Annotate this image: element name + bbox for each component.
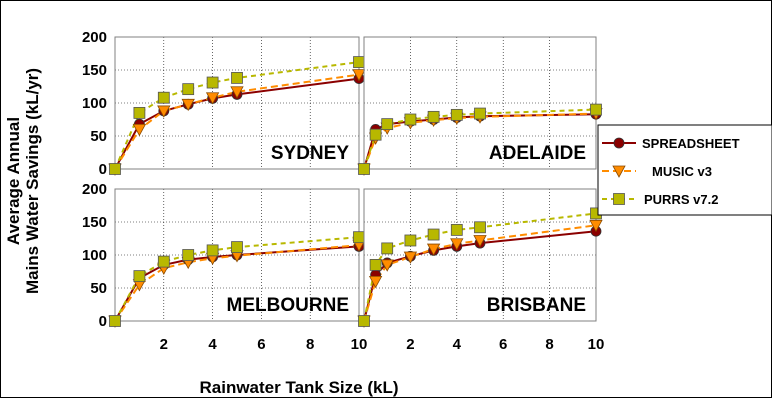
data-point-music-v3 <box>230 86 244 99</box>
panel-brisbane: 2 4 6 8 10 BRISBANE <box>357 188 605 353</box>
y-tick-label: 50 <box>90 128 107 145</box>
x-tick-label: 8 <box>545 336 553 353</box>
y-tick-label: 150 <box>82 214 107 231</box>
data-point-music-v3 <box>380 259 394 272</box>
data-point-music-v3 <box>426 243 441 256</box>
data-point-purrs-v7-2 <box>231 72 243 84</box>
plot-area <box>115 37 359 169</box>
data-point-purrs-v7-2 <box>182 83 195 96</box>
y-tick-label: 200 <box>82 29 107 46</box>
data-point-purrs-v7-2 <box>231 241 243 253</box>
plot-area <box>364 189 596 321</box>
legend: SPREADSHEET MUSIC v3 PURRS v7.2 <box>597 124 772 216</box>
panel-adelaide: ADELAIDE <box>357 36 603 176</box>
data-point-purrs-v7-2 <box>182 249 195 261</box>
data-point-purrs-v7-2 <box>369 258 382 271</box>
y-tick-label: 100 <box>82 247 107 264</box>
data-point-purrs-v7-2 <box>133 107 146 119</box>
panel-sydney: 0 50 100 150 200 SYDNEY <box>82 29 366 178</box>
legend-label-spreadsheet: SPREADSHEET <box>642 136 740 151</box>
data-point-purrs-v7-2 <box>109 315 121 327</box>
data-point-purrs-v7-2 <box>381 118 394 131</box>
data-point-purrs-v7-2 <box>450 224 463 236</box>
data-point-purrs-v7-2 <box>369 128 382 141</box>
panel-title: MELBOURNE <box>227 295 349 316</box>
x-axis-title: Rainwater Tank Size (kL) <box>199 378 398 397</box>
legend-marker-purrs-v7-2 <box>613 193 625 205</box>
x-tick-label: 10 <box>351 336 368 353</box>
x-tick-label: 4 <box>208 336 217 353</box>
x-tick-label: 6 <box>257 336 265 353</box>
data-point-music-v3 <box>181 98 195 112</box>
data-point-purrs-v7-2 <box>358 163 370 175</box>
data-point-purrs-v7-2 <box>590 103 602 116</box>
data-point-purrs-v7-2 <box>109 163 121 175</box>
y-tick-label: 50 <box>90 280 107 297</box>
data-point-music-v3 <box>132 124 147 137</box>
x-tick-label: 2 <box>160 336 168 353</box>
legend-marker-music-v3 <box>612 165 626 178</box>
panel-title: ADELAIDE <box>489 143 586 164</box>
data-point-music-v3 <box>352 69 366 82</box>
data-point-purrs-v7-2 <box>450 108 463 121</box>
legend-label-purrs-v7-2: PURRS v7.2 <box>644 192 718 207</box>
data-point-purrs-v7-2 <box>358 315 370 327</box>
y-tick-label: 0 <box>99 313 107 330</box>
plot-border <box>363 188 597 322</box>
panel-title: SYDNEY <box>271 143 349 164</box>
data-point-purrs-v7-2 <box>474 107 486 120</box>
data-point-music-v3 <box>157 105 171 118</box>
data-point-purrs-v7-2 <box>157 255 170 268</box>
data-point-music-v3 <box>473 235 487 248</box>
data-point-music-v3 <box>450 238 464 251</box>
data-point-purrs-v7-2 <box>404 113 417 126</box>
data-point-purrs-v7-2 <box>353 56 365 68</box>
y-tick-label: 150 <box>82 62 107 79</box>
y-axis-title-line2: Mains Water Savings (kL/yr) <box>23 68 42 294</box>
y-tick-label: 0 <box>99 161 107 178</box>
x-tick-label: 6 <box>499 336 507 353</box>
x-tick-label: 4 <box>453 336 462 353</box>
x-tick-label: 2 <box>406 336 414 353</box>
y-tick-label: 100 <box>82 95 107 112</box>
data-point-purrs-v7-2 <box>206 244 219 257</box>
data-point-purrs-v7-2 <box>157 91 170 104</box>
y-tick-label: 200 <box>82 181 107 198</box>
data-point-music-v3 <box>368 275 383 289</box>
plot-area <box>364 37 596 169</box>
panel-title: BRISBANE <box>487 295 586 316</box>
data-point-purrs-v7-2 <box>474 221 486 234</box>
plot-border <box>363 36 597 170</box>
data-point-music-v3 <box>205 92 220 105</box>
data-point-purrs-v7-2 <box>427 228 440 241</box>
data-point-purrs-v7-2 <box>381 242 394 255</box>
data-point-purrs-v7-2 <box>133 270 146 283</box>
data-point-music-v3 <box>589 219 603 233</box>
data-point-purrs-v7-2 <box>353 231 365 244</box>
x-tick-label: 8 <box>306 336 314 353</box>
y-axis-title-line1: Average Annual <box>4 117 23 245</box>
plot-border <box>114 188 360 322</box>
panels-group: 0 50 100 150 200 SYDNEY ADELAIDE 0 50 100 150 200 2 4… <box>82 29 604 353</box>
data-point-music-v3 <box>403 251 418 264</box>
data-point-purrs-v7-2 <box>206 76 219 89</box>
legend-label-music-v3: MUSIC v3 <box>652 164 712 179</box>
x-tick-label: 10 <box>588 336 605 353</box>
plot-border <box>114 36 360 170</box>
panel-melbourne: 0 50 100 150 200 2 4 6 8 10 MELBOURNE <box>82 181 367 353</box>
data-point-purrs-v7-2 <box>427 110 440 123</box>
data-point-purrs-v7-2 <box>404 234 417 247</box>
legend-marker-spreadsheet <box>613 137 625 149</box>
